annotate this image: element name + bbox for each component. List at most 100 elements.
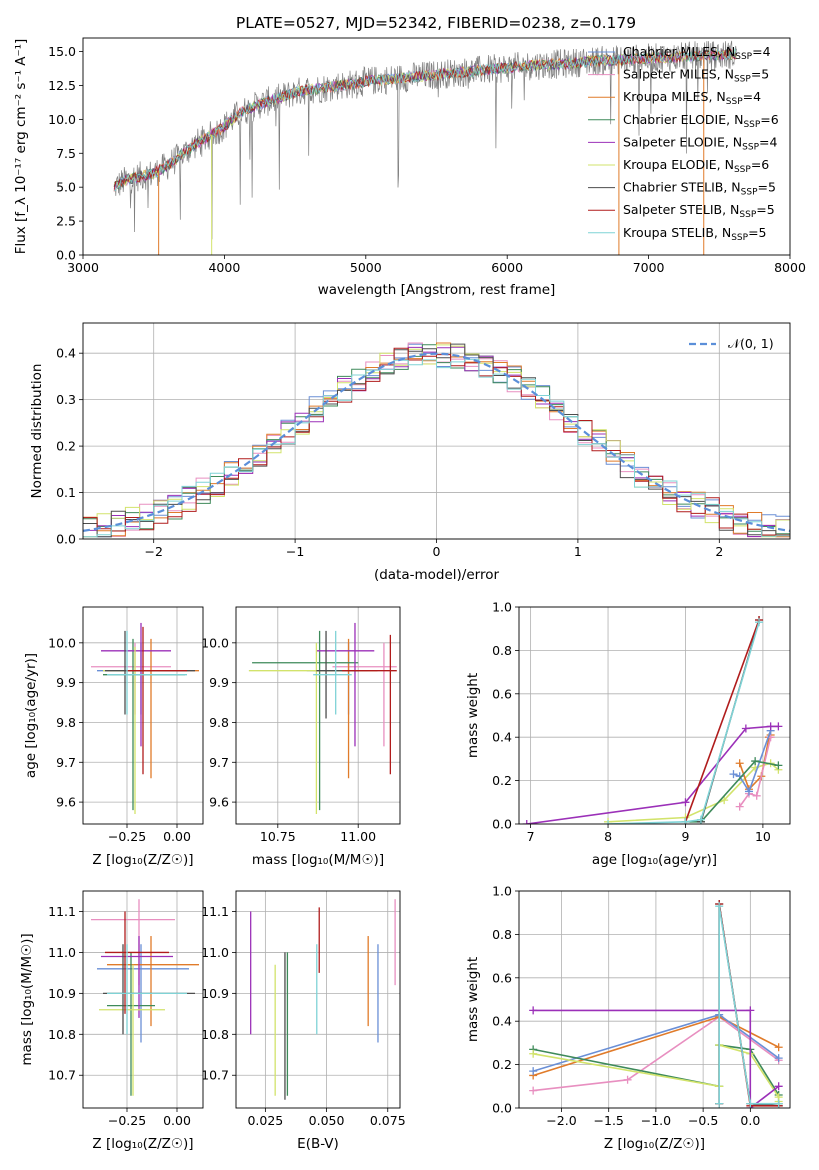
- x-tick-label: 2: [715, 544, 723, 559]
- mass-weight-marker: [774, 1099, 783, 1108]
- legend-label-sub: SSP: [742, 142, 759, 152]
- mass-weight-marker: [752, 791, 761, 800]
- x-tick-label: 10.75: [260, 829, 296, 844]
- x-tick-label: 8: [604, 829, 612, 844]
- y-axis-label: mass weight: [465, 957, 481, 1042]
- errorbar-point: [105, 911, 169, 1014]
- y-tick-label: 12.5: [48, 78, 76, 93]
- legend-label: Chabrier ELODIE, NSSP=6: [623, 112, 779, 130]
- legend-label: Kroupa STELIB, NSSP=5: [623, 225, 767, 243]
- mass-weight-marker: [741, 724, 750, 733]
- y-axis-label: age [log₁₀(age/yr)]: [23, 653, 39, 778]
- errorbar-point: [105, 630, 195, 715]
- age-vs-mass-panel: 10.75 11.00 9.6 9.7 9.8 9.9 10.0 mass [log₁₀(M/…: [201, 606, 401, 868]
- plot-area: [91, 622, 199, 815]
- x-tick-label: −1.5: [594, 1113, 624, 1128]
- y-tick-label: 0.6: [492, 970, 512, 985]
- errorbar-point: [313, 638, 378, 779]
- legend-label-sub: SSP: [726, 97, 743, 107]
- legend-label-sub: SSP: [739, 210, 756, 220]
- mass-weight-marker: [751, 757, 760, 766]
- y-tick-label: 9.7: [56, 755, 76, 770]
- errorbar-point: [103, 646, 165, 815]
- mass-weight-vs-metallicity-panel: −2.0 −1.5 −1.0 −0.5 0.0 0.0 0.2 0.4 0.6 0.8 1.0 Z […: [465, 884, 791, 1152]
- mass-weight-marker: [746, 1006, 755, 1015]
- errorbar-point: [101, 936, 173, 1018]
- legend-label-suffix: =6: [751, 157, 769, 172]
- y-tick-label: 9.6: [209, 795, 229, 810]
- y-tick-label: 10.0: [48, 635, 76, 650]
- y-tick-label: 10.9: [201, 986, 229, 1001]
- legend-label: Salpeter MILES, NSSP=5: [623, 67, 769, 85]
- errorbar-point: [91, 642, 171, 715]
- legend-label-sub: SSP: [734, 165, 751, 175]
- errorbar-point: [342, 634, 397, 775]
- y-tick-label: 0.4: [492, 730, 512, 745]
- axes: −0.25 0.00 9.6 9.7 9.8 9.9 10.0: [48, 606, 204, 844]
- mass-weight-marker: [729, 770, 738, 779]
- axes: −2 −1 0 1 2 0.0 0.1 0.2 0.3 0.4: [56, 322, 791, 559]
- mass-weight-line: [739, 737, 772, 808]
- errorbar-point: [107, 952, 155, 1096]
- legend-label-sub: SSP: [735, 52, 752, 62]
- mass-weight-line: [685, 760, 779, 823]
- y-tick-label: 0.0: [492, 1101, 512, 1116]
- y-tick-label: 0.4: [56, 346, 76, 361]
- legend-label: Kroupa MILES, NSSP=4: [623, 89, 761, 107]
- grid-lines: [236, 891, 400, 1108]
- y-tick-label: 9.9: [209, 675, 229, 690]
- y-tick-label: 1.0: [492, 600, 512, 615]
- legend-label: Kroupa ELODIE, NSSP=6: [623, 157, 769, 175]
- mass-weight-line: [733, 730, 772, 794]
- grid-lines: [83, 891, 203, 1108]
- y-tick-label: 0.0: [492, 817, 512, 832]
- mass-weight-marker: [774, 1082, 783, 1091]
- errorbar-point: [313, 630, 352, 715]
- histogram-legend: 𝒩(0, 1): [689, 336, 774, 351]
- spectrum-legend: Chabrier MILES, NSSP=4 Salpeter MILES, NS…: [588, 44, 779, 243]
- mass-weight-marker: [774, 761, 783, 770]
- errorbar-point: [107, 630, 187, 715]
- errorbar-point: [252, 630, 359, 811]
- x-axis-label: mass [log₁₀(M/M☉)]: [252, 852, 384, 868]
- mass-weight-marker: [715, 902, 724, 911]
- mass-weight-line: [718, 906, 779, 1105]
- x-tick-label: 11.00: [340, 829, 376, 844]
- legend-label-suffix: =5: [758, 180, 776, 195]
- mass-weight-vs-age-panel: 7 8 9 10 0.0 0.2 0.4 0.6 0.8 1.0 age [log₁₀(age/yr…: [465, 600, 791, 868]
- plot-area: [250, 899, 396, 1100]
- y-tick-label: 11.0: [48, 945, 76, 960]
- axes-frame: [518, 890, 791, 1109]
- y-tick-label: 9.8: [209, 715, 229, 730]
- y-tick-label: 11.0: [201, 945, 229, 960]
- mass-weight-marker: [774, 1043, 783, 1052]
- mass-weight-marker: [735, 802, 744, 811]
- y-tick-label: 5.0: [56, 180, 76, 195]
- legend-label-suffix: =4: [743, 89, 761, 104]
- mass-weight-marker: [681, 817, 690, 824]
- y-tick-label: 0.3: [56, 392, 76, 407]
- y-tick-label: 9.8: [56, 715, 76, 730]
- y-tick-label: 1.0: [492, 884, 512, 899]
- x-axis-label: Z [log₁₀(Z/Z☉)]: [604, 1136, 705, 1152]
- x-tick-label: 7: [527, 829, 535, 844]
- x-tick-label: −2: [144, 544, 162, 559]
- histogram-step: [83, 347, 790, 536]
- y-tick-label: 0.2: [56, 439, 76, 454]
- plot-area: [91, 899, 199, 1096]
- plot-area: [83, 342, 790, 538]
- plot-area: [113, 40, 737, 255]
- mass-vs-metallicity-panel: −0.25 0.00 10.7 10.8 10.9 11.0 11.1 Z [log₁₀(Z/…: [19, 890, 204, 1152]
- x-tick-label: 0.00: [163, 829, 191, 844]
- x-tick-label: 0.0: [740, 1113, 760, 1128]
- x-tick-label: 0.00: [163, 1113, 191, 1128]
- x-tick-label: 1: [574, 544, 582, 559]
- errorbar-point: [107, 944, 187, 1035]
- x-tick-label: 0.050: [309, 1113, 345, 1128]
- y-tick-label: 0.8: [492, 643, 512, 658]
- y-tick-label: 7.5: [56, 146, 76, 161]
- mass-weight-marker: [715, 1099, 724, 1108]
- x-tick-label: 3000: [67, 260, 99, 275]
- x-tick-label: −1.0: [641, 1113, 671, 1128]
